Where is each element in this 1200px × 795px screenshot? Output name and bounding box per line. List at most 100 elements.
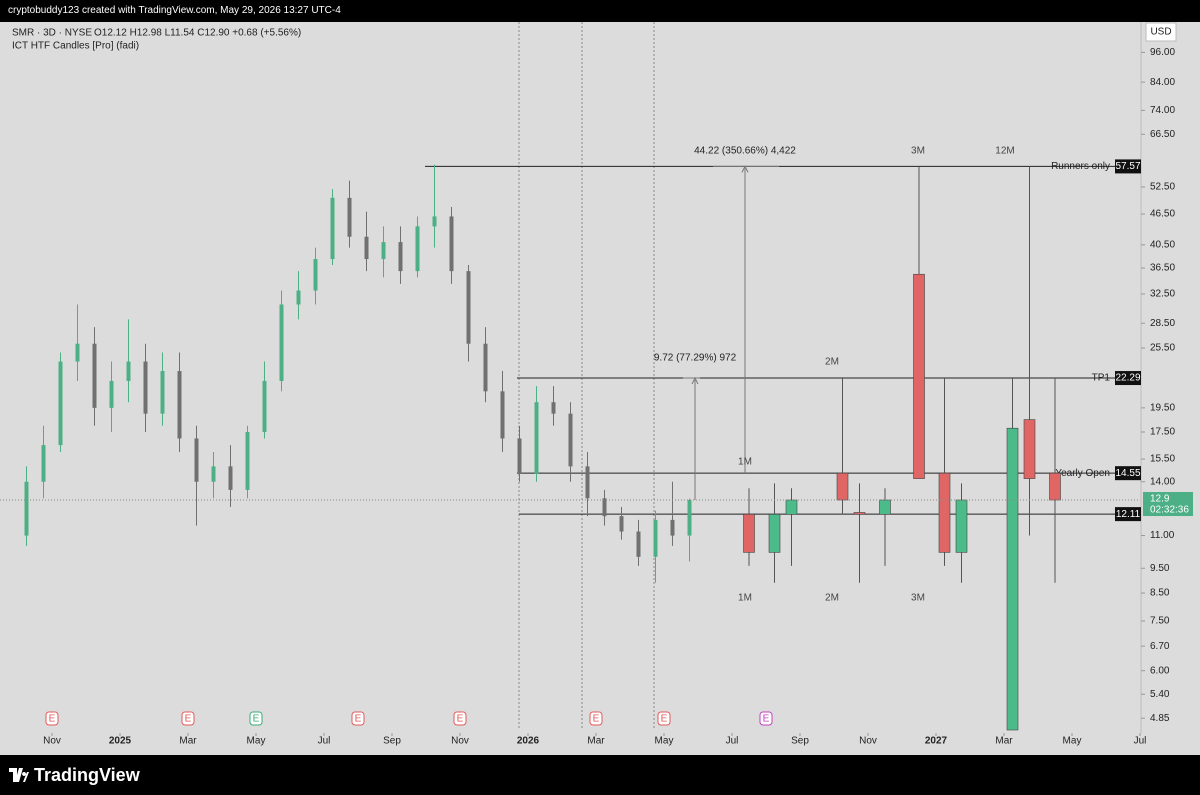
- y-tick-label: 7.50: [1150, 616, 1170, 627]
- x-tick-label: Sep: [791, 736, 809, 747]
- ohlc-legend: O12.12 H12.98 L11.54 C12.90 +0.68 (+5.56…: [94, 28, 301, 39]
- indicator-name: ICT HTF Candles [Pro] (fadi): [12, 41, 139, 52]
- author-line: cryptobuddy123 created with TradingView.…: [0, 0, 1200, 22]
- y-tick-label: 4.85: [1150, 713, 1170, 724]
- candle-body: [347, 197, 352, 237]
- level-value: 14.55: [1115, 468, 1140, 479]
- candle-body: [58, 361, 63, 446]
- earnings-marker: [589, 711, 603, 726]
- last-price-box: [1143, 492, 1193, 517]
- logo: [9, 768, 29, 782]
- currency: USD: [1150, 27, 1171, 38]
- candle-body: [619, 516, 624, 532]
- candle-body: [602, 498, 607, 517]
- candle-body: [24, 481, 29, 536]
- earnings-marker: [453, 711, 467, 726]
- y-tick-label: 19.50: [1150, 403, 1175, 414]
- y-tick-label: 46.50: [1150, 209, 1175, 220]
- y-tick-label: 25.50: [1150, 343, 1175, 354]
- level-box: [1115, 507, 1141, 522]
- earnings-label: E: [661, 714, 668, 725]
- htf-label: 3M: [911, 593, 925, 604]
- y-tick-label: 84.00: [1150, 77, 1175, 88]
- level-box: [1115, 466, 1141, 481]
- y-tick-label: 6.00: [1150, 665, 1170, 676]
- candle-body: [381, 242, 386, 260]
- candle-body: [143, 361, 148, 414]
- currency-box: [1145, 22, 1177, 42]
- y-tick-label: 6.70: [1150, 641, 1170, 652]
- candle-body: [330, 197, 335, 260]
- footer: TradingView: [0, 755, 1200, 795]
- y-tick-label: 5.40: [1150, 689, 1170, 700]
- x-tick-label: Sep: [383, 736, 401, 747]
- earnings-label: E: [185, 714, 192, 725]
- x-tick-label: Mar: [995, 736, 1013, 747]
- candle-body: [938, 472, 951, 553]
- symbol: SMR · 3D · NYSE: [12, 28, 92, 39]
- y-tick-label: 96.00: [1150, 47, 1175, 58]
- y-tick-label: 74.00: [1150, 105, 1175, 116]
- candle-body: [534, 402, 539, 474]
- x-tick-label: 2026: [517, 736, 540, 747]
- candle-body: [879, 499, 891, 515]
- earnings-marker: [181, 711, 195, 726]
- candle-body: [517, 438, 522, 474]
- candle-body: [262, 380, 267, 432]
- candle-body: [785, 499, 798, 515]
- earnings-label: E: [457, 714, 464, 725]
- x-tick-label: May: [1063, 736, 1082, 747]
- x-tick-label: May: [247, 736, 266, 747]
- earnings-label: E: [49, 714, 56, 725]
- x-tick-label: Jul: [726, 736, 739, 747]
- x-tick-label: Mar: [179, 736, 197, 747]
- y-tick-label: 52.50: [1150, 182, 1175, 193]
- candle-body: [913, 273, 925, 479]
- x-tick-label: Nov: [43, 736, 61, 747]
- chart: SMR · 3D · NYSE O12.12 H12.98 L11.54 C12…: [0, 22, 1200, 755]
- earnings-marker: [759, 711, 773, 726]
- candle-body: [568, 413, 573, 467]
- candle-body: [364, 236, 369, 260]
- candle-body: [836, 472, 849, 501]
- candle-body: [415, 226, 420, 272]
- candle-body: [228, 466, 233, 490]
- candle-body: [432, 216, 437, 227]
- level-name: Runners only: [1051, 161, 1110, 172]
- earnings-marker: [249, 711, 263, 726]
- candle-body: [551, 402, 556, 414]
- candle-body: [687, 500, 692, 536]
- level-name: TP1: [1092, 373, 1111, 384]
- candle-body: [296, 290, 301, 305]
- candle-body: [670, 519, 675, 536]
- x-tick-label: 2027: [925, 736, 948, 747]
- candle-body: [398, 242, 403, 272]
- countdown: 02:32:36: [1150, 505, 1189, 516]
- candle-body: [585, 466, 590, 499]
- candle-body: [483, 343, 488, 392]
- y-tick-label: 66.50: [1150, 129, 1175, 140]
- level-value: 22.29: [1115, 373, 1140, 384]
- candle-body: [653, 519, 658, 557]
- htf-label: 3M: [911, 146, 925, 157]
- x-tick-label: Jul: [1134, 736, 1147, 747]
- y-tick-label: 15.50: [1150, 454, 1175, 465]
- y-tick-label: 14.00: [1150, 476, 1175, 487]
- candle-body: [75, 343, 80, 362]
- level-value: 57.57: [1115, 161, 1140, 172]
- earnings-label: E: [253, 714, 260, 725]
- candle-body: [636, 531, 641, 557]
- x-tick-label: 2025: [109, 736, 132, 747]
- y-tick-label: 9.50: [1150, 563, 1170, 574]
- chart-background: [0, 22, 1200, 755]
- htf-label: 12M: [995, 146, 1014, 157]
- y-tick-label: 36.50: [1150, 263, 1175, 274]
- candle-body: [245, 431, 250, 490]
- x-tick-label: May: [655, 736, 674, 747]
- earnings-marker: [45, 711, 59, 726]
- candle-body: [41, 445, 46, 482]
- candle-body: [126, 361, 131, 381]
- measure-label: 44.22 (350.66%) 4,422: [694, 146, 796, 157]
- candle-body: [449, 216, 454, 272]
